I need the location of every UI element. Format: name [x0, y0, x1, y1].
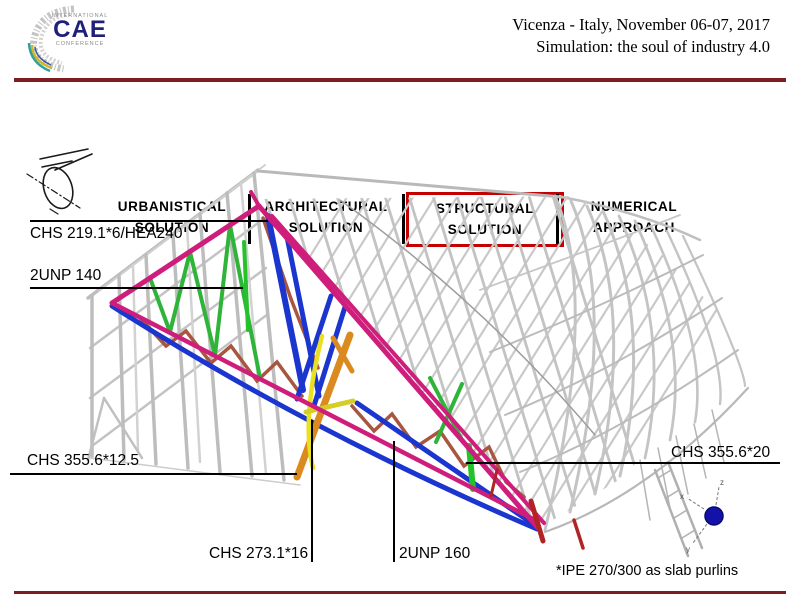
annotation-chs-355-20: CHS 355.6*20	[671, 444, 771, 461]
nav-tab-numerical-line1: NUMERICAL	[590, 199, 678, 214]
truss-web-green	[148, 223, 476, 492]
truss-web-brown	[138, 216, 526, 499]
logo-text: INTERNATIONAL CAE CONFERENCE	[48, 13, 112, 47]
logo-small-bottom: CONFERENCE	[55, 41, 105, 47]
annotation-ipe-footnote: *IPE 270/300 as slab purlins	[556, 563, 739, 579]
nav-tab-architectural-line1: ARCHITECTURAL	[264, 199, 388, 214]
slide-header-title: Vicenza - Italy, November 06-07, 2017 Si…	[512, 14, 770, 58]
axis-x-label: x	[680, 492, 684, 501]
header-title-line2: Simulation: the soul of industry 4.0	[536, 37, 770, 56]
annotation-leader-lines	[10, 220, 780, 562]
nav-tab-structural-line1: STRUCTURAL	[435, 201, 535, 216]
curved-shell-roof	[339, 194, 750, 558]
pipe-detail-sketch-icon	[26, 148, 93, 215]
logo-crescent-icon	[27, 5, 75, 73]
truss-columns-orange-yellow	[293, 331, 356, 481]
axis-z-label: z	[720, 478, 724, 487]
nav-tab-structural-line2: SOLUTION	[447, 222, 523, 237]
nav-tab-structural-active[interactable]: STRUCTURAL SOLUTION	[406, 192, 564, 247]
nav-tab-numerical[interactable]: NUMERICAL APPROACH	[558, 196, 710, 238]
logo-acronym: CAE	[53, 16, 107, 43]
nav-tab-architectural-line2: SOLUTION	[288, 220, 364, 235]
nav-tab-numerical-line2: APPROACH	[592, 220, 676, 235]
top-rule	[14, 78, 786, 82]
origin-node-sphere	[704, 506, 724, 526]
nav-tab-urbanistical-line1: URBANISTICAL	[117, 199, 227, 214]
section-nav: URBANISTICAL SOLUTION ARCHITECTURAL SOLU…	[0, 96, 800, 247]
bottom-rule	[14, 591, 786, 594]
nav-tab-architectural[interactable]: ARCHITECTURAL SOLUTION	[250, 196, 402, 238]
logo-small-top: INTERNATIONAL	[51, 13, 109, 19]
nav-separator	[402, 194, 405, 244]
axis-y-label: y	[686, 545, 690, 554]
annotation-chs-355-12: CHS 355.6*12.5	[27, 452, 140, 469]
annotation-unp-140: 2UNP 140	[30, 267, 102, 284]
annotation-chs-219: CHS 219.1*6/HEA240	[30, 225, 183, 242]
axis-triad: x z y	[680, 478, 724, 554]
annotation-unp-160: 2UNP 160	[399, 545, 471, 562]
header-title-line1: Vicenza - Italy, November 06-07, 2017	[512, 15, 770, 34]
annotation-chs-273: CHS 273.1*16	[209, 545, 309, 562]
truss-bottom-chords-blue	[109, 213, 540, 532]
cae-conference-logo: INTERNATIONAL CAE CONFERENCE	[22, 5, 114, 73]
truss-tip-red	[489, 468, 585, 550]
